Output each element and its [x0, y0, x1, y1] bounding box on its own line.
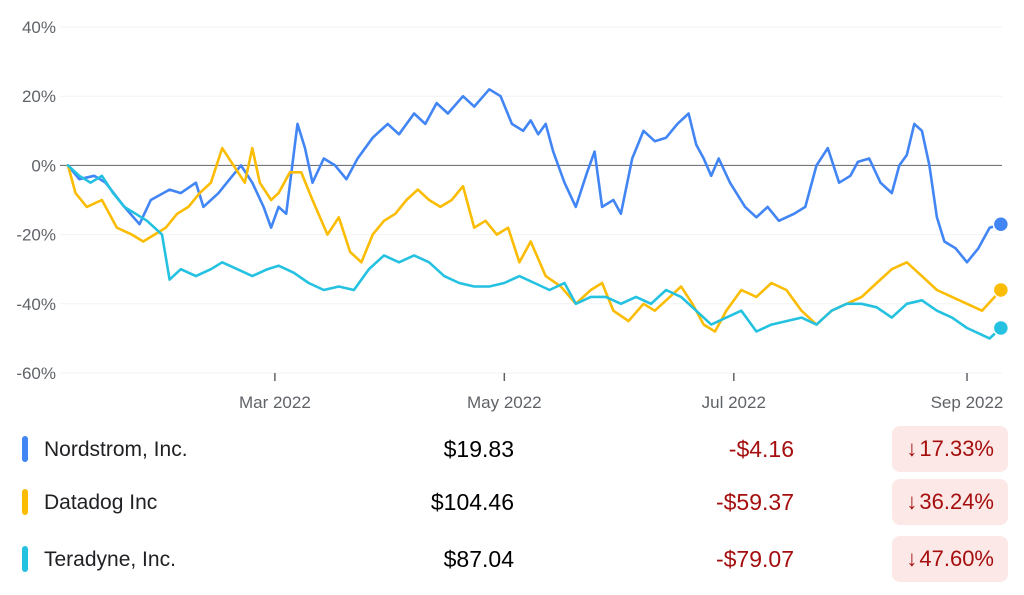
y-tick-label: 0% [31, 156, 56, 175]
percent-change-badge: ↓47.60% [892, 536, 1008, 582]
ticker-change: -$79.07 [715, 546, 794, 572]
y-tick-label: -20% [16, 226, 56, 245]
series-lines [66, 88, 1010, 340]
y-tick-label: -60% [16, 364, 56, 383]
y-tick-label: 40% [22, 18, 56, 37]
ticker-price: $19.83 [443, 436, 514, 462]
line-chart: 40% 20% 0% -20% -40% -60% Mar 2022 May 2022 Jul… [16, 18, 1010, 412]
x-axis-labels: Mar 2022 May 2022 Jul 2022 Sep 2022 [239, 373, 1003, 412]
series-end-point-0 [992, 215, 1010, 233]
legend-swatch [22, 489, 28, 515]
legend-swatch [22, 436, 28, 462]
percent-change-badge: ↓36.24% [892, 479, 1008, 525]
ticker-change: -$59.37 [715, 489, 794, 515]
arrow-down-icon: ↓ [906, 436, 918, 461]
ticker-name: Nordstrom, Inc. [44, 438, 188, 461]
x-tick-label: May 2022 [467, 393, 542, 412]
series-line-0 [66, 88, 1003, 264]
ticker-name: Datadog Inc [44, 491, 158, 514]
percent-change: 47.60% [919, 546, 994, 571]
ticker-change: -$4.16 [728, 436, 794, 462]
percent-change: 17.33% [919, 436, 994, 461]
legend-row-datadog[interactable]: Datadog Inc $104.46 -$59.37 ↓36.24% [0, 479, 1024, 529]
percent-change-badge: ↓17.33% [892, 426, 1008, 472]
legend-row-nordstrom[interactable]: Nordstrom, Inc. $19.83 -$4.16 ↓17.33% [0, 426, 1024, 476]
y-tick-label: -40% [16, 295, 56, 314]
x-tick-label: Mar 2022 [239, 393, 311, 412]
series-line-1 [66, 146, 1003, 333]
y-tick-label: 20% [22, 87, 56, 106]
series-line-2 [66, 164, 1003, 340]
legend-row-teradyne[interactable]: Teradyne, Inc. $87.04 -$79.07 ↓47.60% [0, 536, 1024, 586]
legend-swatch [22, 546, 28, 572]
arrow-down-icon: ↓ [906, 546, 918, 571]
ticker-price: $87.04 [443, 546, 514, 572]
ticker-name: Teradyne, Inc. [44, 548, 176, 571]
series-end-point-1 [992, 281, 1010, 299]
ticker-price: $104.46 [430, 489, 514, 515]
x-tick-label: Sep 2022 [931, 393, 1004, 412]
percent-change: 36.24% [919, 489, 994, 514]
arrow-down-icon: ↓ [906, 489, 918, 514]
y-axis-labels: 40% 20% 0% -20% -40% -60% [16, 18, 56, 383]
x-tick-label: Jul 2022 [702, 393, 766, 412]
series-end-point-2 [992, 319, 1010, 337]
